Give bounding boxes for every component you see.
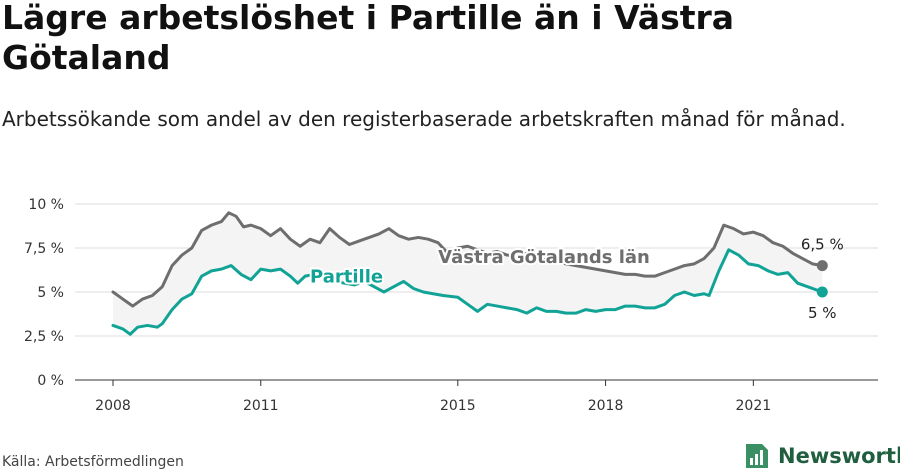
end-point-vastra-gotaland (816, 260, 828, 272)
x-axis: 2008 2011 2015 2018 2021 (95, 380, 771, 414)
y-tick-label: 5 % (37, 285, 64, 301)
brand-name: Newsworthy (778, 444, 900, 468)
series-lines (111, 211, 828, 336)
series-line-partille (111, 248, 824, 336)
brand-logo: Newsworthy (744, 441, 900, 471)
gap-area (113, 212, 823, 335)
y-tick-label: 7,5 % (24, 241, 64, 257)
x-tick-label: 2011 (243, 398, 279, 414)
chart-labels: 6,5 % 5 % Västra Götalands län Partille (308, 236, 844, 322)
y-tick-label: 10 % (28, 197, 64, 213)
newsworthy-logo-icon (746, 444, 768, 468)
source-note: Källa: Arbetsförmedlingen (2, 454, 184, 470)
y-tick-label: 0 % (37, 373, 64, 389)
chart-subtitle: Arbetssökande som andel av den registerb… (2, 107, 846, 131)
chart-title: Lägre arbetslöshet i Partille än i Västr… (2, 0, 735, 77)
series-label-vastra-gotaland: Västra Götalands län (438, 247, 650, 268)
end-label-vastra-gotaland: 6,5 % (801, 236, 844, 254)
end-point-partille (816, 286, 828, 298)
y-tick-label: 2,5 % (24, 329, 64, 345)
gap-band (113, 212, 823, 335)
series-line-vastra-gotaland (111, 211, 824, 308)
x-tick-label: 2008 (95, 398, 131, 414)
series-label-partille: Partille (310, 266, 383, 287)
x-tick-label: 2021 (736, 398, 772, 414)
x-tick-label: 2015 (440, 398, 476, 414)
x-tick-label: 2018 (588, 398, 624, 414)
end-label-partille: 5 % (808, 304, 837, 322)
